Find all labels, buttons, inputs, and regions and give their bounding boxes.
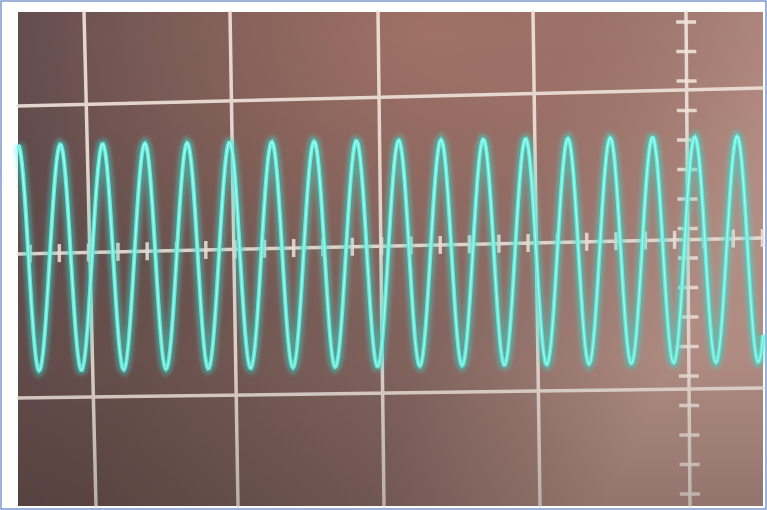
oscilloscope-photo: [0, 0, 767, 510]
screen-shade: [18, 12, 763, 506]
screenshot: [0, 0, 767, 510]
